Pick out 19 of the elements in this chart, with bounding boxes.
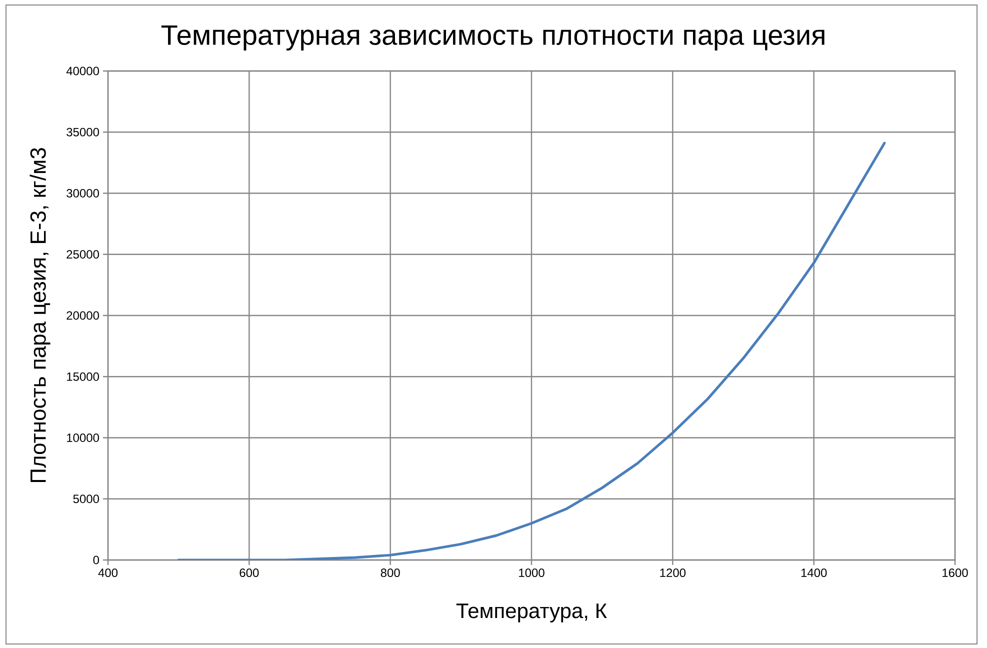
x-tick-label: 1600	[942, 568, 968, 578]
y-tick-label: 5000	[73, 494, 99, 504]
x-axis-title: Температура, К	[456, 604, 607, 622]
x-tick-label: 1000	[519, 568, 544, 578]
x-tick-label: 600	[240, 568, 259, 578]
y-tick-label: 0	[93, 556, 100, 564]
chart-title: Температурная зависимость плотности пара цезия	[161, 25, 824, 51]
y-tick-label: 30000	[66, 189, 99, 198]
y-tick-label: 15000	[67, 372, 99, 381]
y-axis-title: Плотность пара цезия, E-3, кг/м3	[30, 148, 50, 482]
x-tick-label: 1400	[801, 568, 827, 578]
y-tick-label: 20000	[66, 311, 99, 320]
y-tick-label: 40000	[66, 66, 99, 76]
x-tick-label: 400	[98, 568, 118, 578]
y-tick-label: 25000	[66, 250, 99, 259]
y-tick-label: 35000	[66, 128, 99, 136]
y-tick-label: 10000	[67, 434, 99, 442]
x-tick-label: 1200	[660, 568, 686, 578]
x-tick-label: 800	[380, 568, 400, 578]
